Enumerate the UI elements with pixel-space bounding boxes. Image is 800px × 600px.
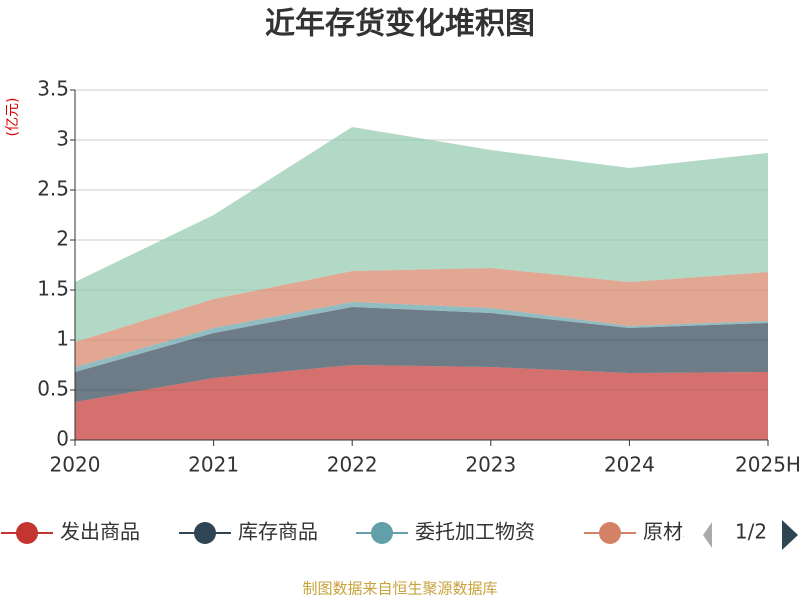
y-tick-label: 3 xyxy=(56,127,69,151)
y-tick-label: 3.5 xyxy=(37,77,69,101)
y-tick-label: 0 xyxy=(56,427,69,451)
x-tick-label: 2023 xyxy=(465,453,516,477)
legend-marker xyxy=(371,522,393,544)
legend-next[interactable] xyxy=(782,520,798,550)
area xyxy=(75,307,768,402)
y-tick-label: 2.5 xyxy=(37,177,69,201)
legend-marker xyxy=(194,522,216,544)
legend-prev[interactable] xyxy=(703,522,712,548)
x-tick-label: 2024 xyxy=(604,453,655,477)
y-tick-label: 1.5 xyxy=(37,277,69,301)
x-tick-label: 2020 xyxy=(50,453,101,477)
legend-marker xyxy=(599,522,621,544)
x-tick-label: 2021 xyxy=(188,453,239,477)
y-tick-label: 2 xyxy=(56,227,69,251)
chart-title: 近年存货变化堆积图 xyxy=(265,7,535,42)
legend-marker xyxy=(16,522,38,544)
legend: 发出商品 库存商品 委托加工物资 原材料 xyxy=(1,520,703,544)
legend-label: 发出商品 xyxy=(60,520,140,544)
area xyxy=(75,127,768,342)
y-tick-label: 0.5 xyxy=(37,377,69,401)
x-tick-label: 2022 xyxy=(327,453,378,477)
x-tick-label: 2025H xyxy=(735,453,800,477)
legend-label: 库存商品 xyxy=(238,520,318,544)
legend-label: 原材料 xyxy=(643,520,703,544)
y-unit: (亿元) xyxy=(5,98,21,137)
area xyxy=(75,268,768,367)
area xyxy=(75,365,768,440)
legend-label: 委托加工物资 xyxy=(415,520,535,544)
legend-page: 1/2 xyxy=(735,520,767,544)
source: 制图数据来自恒生聚源数据库 xyxy=(302,580,497,598)
y-tick-label: 1 xyxy=(56,327,69,351)
